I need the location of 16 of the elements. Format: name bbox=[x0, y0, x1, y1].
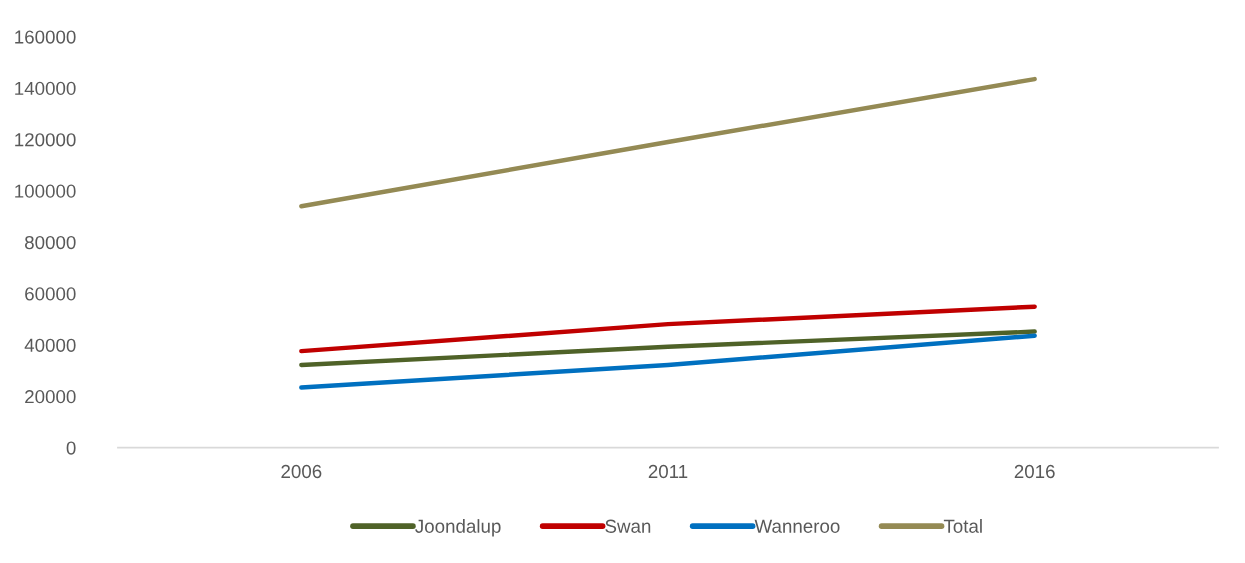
y-tick-label: 80000 bbox=[25, 235, 76, 250]
y-tick-label: 140000 bbox=[15, 81, 76, 96]
y-tick-label: 60000 bbox=[25, 287, 76, 301]
legend-label: Joondalup bbox=[415, 519, 501, 537]
y-tick-label: 0 bbox=[66, 441, 76, 455]
y-tick-label: 160000 bbox=[15, 30, 76, 44]
legend-label: Swan bbox=[605, 519, 651, 533]
legend-label: Total bbox=[943, 519, 982, 533]
legend-label: Wanneroo bbox=[754, 519, 840, 533]
y-tick-label: 120000 bbox=[15, 133, 76, 147]
x-tick-label: 2006 bbox=[281, 464, 322, 479]
y-tick-label: 40000 bbox=[24, 338, 76, 352]
y-tick-label: 20000 bbox=[25, 390, 76, 404]
x-tick-label: 2016 bbox=[1014, 464, 1055, 479]
x-tick-label: 2011 bbox=[648, 464, 688, 479]
y-tick-label: 100000 bbox=[15, 184, 76, 198]
